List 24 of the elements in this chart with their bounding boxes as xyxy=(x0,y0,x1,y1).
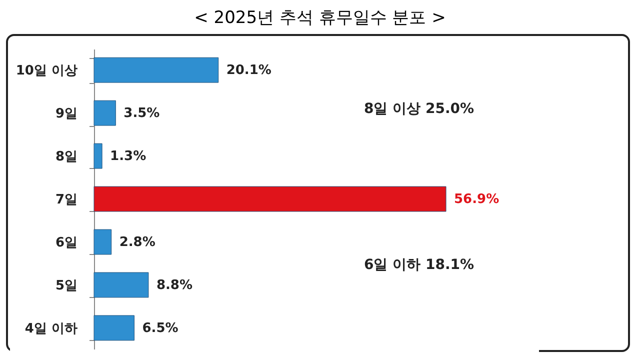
chart-title: < 2025년 추석 휴무일수 분포 > xyxy=(193,7,447,30)
bar xyxy=(94,100,116,126)
annotation: 6일 이하 18.1% xyxy=(364,257,474,273)
data-label: 6.5% xyxy=(142,320,178,336)
annotation: 8일 이상 25.0% xyxy=(364,101,474,117)
data-label: 56.9% xyxy=(454,192,500,207)
y-tick-label: 9일 xyxy=(55,106,78,122)
y-tick-label: 4일 이하 xyxy=(24,321,78,336)
data-label: 1.3% xyxy=(110,149,146,164)
y-tick-label: 5일 xyxy=(55,278,78,294)
y-tick-label: 10일 이상 xyxy=(16,64,78,79)
bar xyxy=(94,186,446,212)
y-tick-label: 6일 xyxy=(55,235,78,250)
data-label: 3.5% xyxy=(124,106,160,122)
bar xyxy=(94,143,102,169)
bar xyxy=(94,272,149,298)
data-label: 8.8% xyxy=(156,278,192,293)
bar xyxy=(94,57,219,83)
y-tick-label: 8일 xyxy=(55,150,78,165)
bar xyxy=(94,315,134,341)
bar xyxy=(94,229,112,255)
data-label: 2.8% xyxy=(119,234,156,250)
y-tick-label: 7일 xyxy=(55,192,78,208)
data-label: 20.1% xyxy=(226,63,272,78)
